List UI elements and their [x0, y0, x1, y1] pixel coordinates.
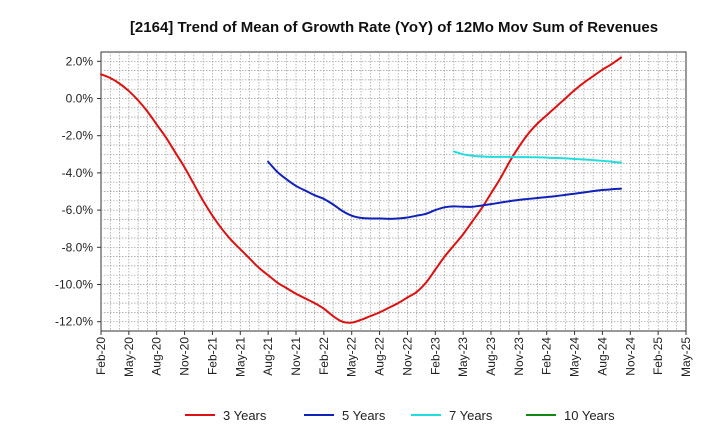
- x-tick-label: Feb-25: [651, 337, 665, 375]
- legend-label-5-years: 5 Years: [342, 408, 386, 423]
- x-tick-label: May-22: [345, 337, 359, 377]
- legend: 3 Years 5 Years 7 Years 10 Years: [185, 408, 615, 423]
- x-tick-label: Nov-23: [512, 337, 526, 376]
- legend-label-3-years: 3 Years: [223, 408, 267, 423]
- x-tick-label: Feb-22: [317, 337, 331, 375]
- x-tick-label: Nov-22: [400, 337, 414, 376]
- x-tick-label: Nov-24: [623, 337, 637, 376]
- x-tick-label: Aug-24: [595, 337, 609, 376]
- x-tick-label: May-23: [456, 337, 470, 377]
- y-axis: 2.0% 0.0% -2.0% -4.0% -6.0% -8.0% -10.0% -12.0%: [55, 54, 101, 329]
- x-tick-label: Nov-21: [289, 337, 303, 376]
- x-axis: Feb-20 May-20 Aug-20 Nov-20 Feb-21 May-21 Aug-…: [94, 331, 693, 377]
- series-group: [100, 56, 622, 324]
- chart-title: [2164] Trend of Mean of Growth Rate (YoY…: [130, 19, 658, 36]
- x-tick-label: Aug-20: [150, 337, 164, 376]
- series-line-5-years: [267, 160, 622, 220]
- y-tick-label: -12.0%: [55, 315, 93, 329]
- series-line-3-years: [100, 56, 622, 324]
- x-tick-label: Aug-22: [373, 337, 387, 376]
- legend-label-7-years: 7 Years: [449, 408, 493, 423]
- y-tick-label: -2.0%: [62, 129, 94, 143]
- y-tick-label: -6.0%: [62, 203, 94, 217]
- x-tick-label: Aug-21: [261, 337, 275, 376]
- x-tick-label: May-24: [568, 337, 582, 377]
- y-tick-label: -4.0%: [62, 166, 94, 180]
- x-tick-label: Feb-21: [205, 337, 219, 375]
- y-tick-label: -10.0%: [55, 278, 93, 292]
- legend-label-10-years: 10 Years: [564, 408, 615, 423]
- x-tick-label: Feb-24: [540, 337, 554, 375]
- x-tick-label: Feb-20: [94, 337, 108, 375]
- x-tick-label: May-21: [233, 337, 247, 377]
- x-tick-label: Nov-20: [178, 337, 192, 376]
- x-tick-label: Aug-23: [484, 337, 498, 376]
- y-tick-label: 0.0%: [66, 92, 94, 106]
- series-line-7-years: [452, 150, 622, 164]
- x-tick-label: Feb-23: [428, 337, 442, 375]
- y-tick-label: -8.0%: [62, 240, 94, 254]
- x-tick-label: May-20: [122, 337, 136, 377]
- x-tick-label: May-25: [679, 337, 693, 377]
- grid-lines: [101, 52, 686, 331]
- y-tick-label: 2.0%: [66, 54, 94, 68]
